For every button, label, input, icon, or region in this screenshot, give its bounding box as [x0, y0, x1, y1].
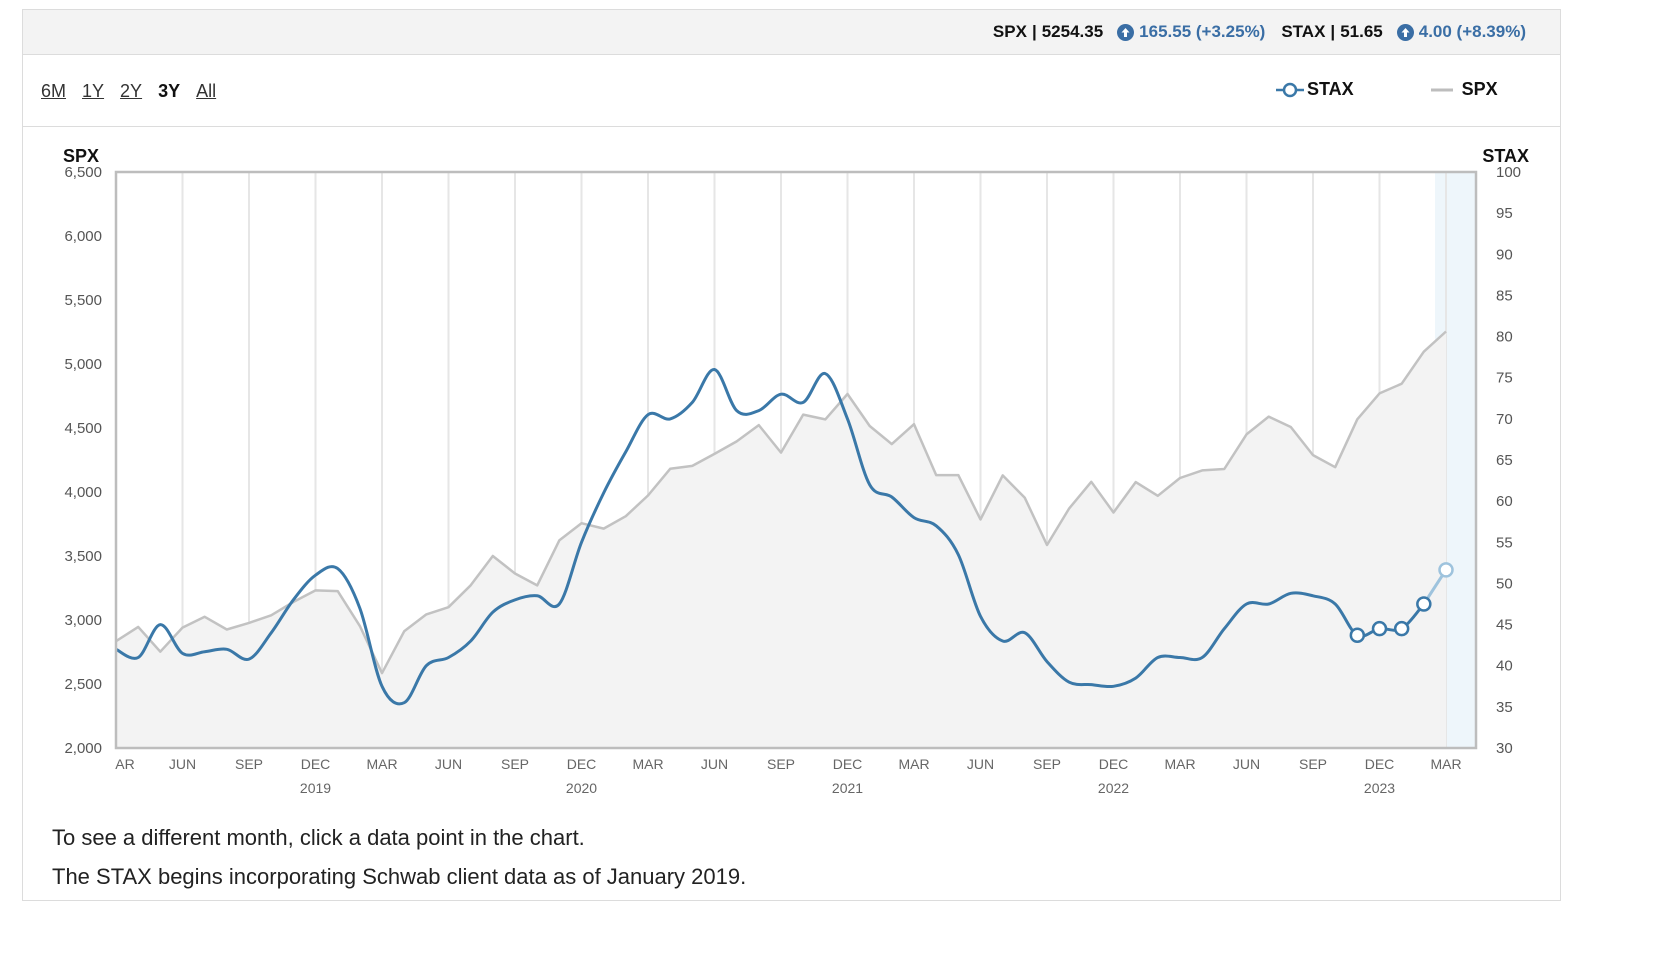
stax-ticker-separator: |: [1330, 22, 1336, 41]
left-axis-tick-label: 6,000: [64, 228, 102, 245]
left-axis-tick-label: 3,500: [64, 548, 102, 565]
left-axis-tick-label: 2,500: [64, 676, 102, 693]
arrow-up-icon: [1396, 23, 1414, 41]
note-click-point: To see a different month, click a data p…: [52, 825, 585, 850]
left-axis-tick-label: 2,000: [64, 740, 102, 757]
chart-controls: 6M 1Y 2Y 3Y All STAX SPX: [23, 55, 1560, 127]
right-axis-tick-label: 90: [1496, 246, 1513, 263]
range-1y-button[interactable]: 1Y: [82, 81, 105, 101]
stax-change-value: 4.00 (+8.39%): [1418, 22, 1526, 41]
right-axis-tick-label: 35: [1496, 699, 1513, 716]
range-selector: 6M 1Y 2Y 3Y All: [41, 81, 216, 102]
x-axis-tick-label: DEC: [567, 756, 597, 772]
arrow-up-icon: [1117, 23, 1135, 41]
x-axis-tick-label: DEC: [1365, 756, 1395, 772]
chart-area: 2,000 2,500 3,000 3,500 4,000 4,500 5,000 5,500…: [23, 128, 1560, 823]
x-axis-tick-label: SEP: [1033, 756, 1061, 772]
legend-item-spx[interactable]: SPX: [1430, 79, 1498, 100]
right-axis-tick-label: 50: [1496, 575, 1513, 592]
x-axis-tick-label: MAR: [632, 756, 663, 772]
x-axis-tick-label: JUN: [435, 756, 462, 772]
left-axis-tick-label: 6,500: [64, 164, 102, 181]
x-axis-tick-label: JUN: [967, 756, 994, 772]
right-axis-tick-label: 65: [1496, 452, 1513, 469]
range-all-button[interactable]: All: [196, 81, 217, 101]
left-axis-title: SPX: [63, 146, 99, 166]
stax-data-point: [1371, 620, 1388, 637]
legend-label-stax: STAX: [1307, 79, 1354, 99]
right-axis-title: STAX: [1482, 146, 1529, 166]
x-axis-tick-label: JUN: [169, 756, 196, 772]
x-axis-year-label: 2021: [832, 780, 863, 796]
spx-ticker-name: SPX: [992, 22, 1027, 41]
x-axis-tick-label: DEC: [1099, 756, 1129, 772]
right-axis-tick-label: 60: [1496, 493, 1513, 510]
x-axis-tick-label: JUN: [701, 756, 728, 772]
stax-ticker-name: STAX: [1281, 22, 1326, 41]
range-6m-button[interactable]: 6M: [41, 81, 67, 101]
chart-card: SPX | 5254.35 165.55 (+3.25%) STAX | 51.…: [22, 9, 1561, 901]
spx-stax-chart: 2,000 2,500 3,000 3,500 4,000 4,500 5,000 5,500…: [63, 146, 1529, 796]
stax-data-point: [1438, 562, 1454, 578]
range-2y-button[interactable]: 2Y: [120, 81, 143, 101]
spx-change: 165.55 (+3.25%): [1117, 22, 1265, 42]
spx-legend-line-icon: [1430, 88, 1453, 91]
x-axis-tick-label: SEP: [767, 756, 795, 772]
right-axis-tick-label: 75: [1496, 370, 1513, 387]
stax-data-point: [1416, 596, 1432, 612]
x-axis-year-label: 2023: [1364, 780, 1395, 796]
right-axis-tick-label: 70: [1496, 411, 1513, 428]
right-axis-tick-label: 85: [1496, 287, 1513, 304]
legend-item-stax[interactable]: STAX: [1275, 79, 1354, 100]
left-axis-tick-label: 4,500: [64, 420, 102, 437]
legend-label-spx: SPX: [1461, 79, 1498, 99]
stax-data-point: [1393, 620, 1410, 637]
x-axis-tick-label: SEP: [235, 756, 263, 772]
spx-ticker-separator: |: [1031, 22, 1037, 41]
note-stax-data: The STAX begins incorporating Schwab cli…: [52, 864, 747, 889]
x-axis-tick-label: MAR: [1430, 756, 1461, 772]
x-axis-year-label: 2020: [566, 780, 597, 796]
stax-series-line: [115, 368, 1425, 706]
chart-notes: To see a different month, click a data p…: [52, 818, 746, 896]
right-axis-tick-label: 30: [1496, 740, 1513, 757]
x-axis-tick-label: DEC: [301, 756, 331, 772]
right-axis-tick-label: 100: [1496, 164, 1521, 181]
plot-border: [114, 170, 1478, 750]
left-axis-tick-label: 4,000: [64, 484, 102, 501]
x-axis-tick-label: SEP: [501, 756, 529, 772]
ticker-bar: SPX | 5254.35 165.55 (+3.25%) STAX | 51.…: [23, 10, 1560, 55]
x-axis-tick-label: AR: [115, 756, 134, 772]
stax-data-point: [1349, 627, 1366, 644]
stax-legend-marker-icon: [1276, 82, 1304, 97]
x-axis-tick-label: DEC: [833, 756, 863, 772]
stax-ticker-value: 51.65: [1340, 22, 1383, 41]
spx-area: [116, 331, 1446, 748]
right-axis-tick-label: 55: [1496, 534, 1513, 551]
x-axis-tick-label: JUN: [1233, 756, 1260, 772]
x-axis-tick-label: MAR: [366, 756, 397, 772]
left-axis-tick-label: 5,000: [64, 356, 102, 373]
right-axis-tick-label: 40: [1496, 658, 1513, 675]
x-axis-tick-label: SEP: [1299, 756, 1327, 772]
spx-series-line: [115, 330, 1447, 675]
x-axis-year-label: 2019: [300, 780, 331, 796]
spx-change-value: 165.55 (+3.25%): [1139, 22, 1266, 41]
x-axis-tick-label: MAR: [898, 756, 929, 772]
x-axis-year-label: 2022: [1098, 780, 1129, 796]
spx-ticker-value: 5254.35: [1041, 22, 1104, 41]
left-axis-tick-label: 5,500: [64, 292, 102, 309]
left-axis-tick-label: 3,000: [64, 612, 102, 629]
stax-change: 4.00 (+8.39%): [1396, 22, 1526, 42]
right-axis-tick-label: 95: [1496, 205, 1513, 222]
right-axis-tick-label: 45: [1496, 617, 1513, 634]
chart-legend: STAX SPX: [1275, 79, 1498, 100]
x-axis-tick-label: MAR: [1164, 756, 1195, 772]
right-axis-tick-label: 80: [1496, 329, 1513, 346]
range-3y-button[interactable]: 3Y: [158, 81, 181, 101]
